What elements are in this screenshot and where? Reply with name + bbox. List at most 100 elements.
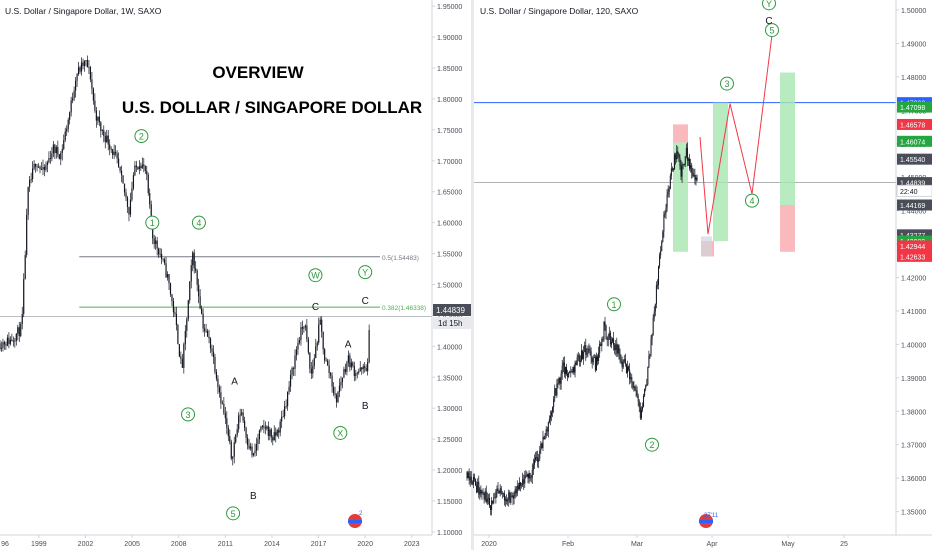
intraday-candle bbox=[616, 344, 618, 354]
right-y-tick-label: 1.38000 bbox=[901, 409, 926, 416]
weekly-candle bbox=[39, 166, 41, 169]
right-time-axis[interactable]: 2020 Feb Mar Apr May 25 bbox=[481, 535, 848, 548]
intraday-candle bbox=[631, 377, 633, 382]
weekly-candle bbox=[327, 360, 329, 366]
weekly-candle bbox=[267, 426, 269, 436]
wave-circle bbox=[645, 437, 659, 452]
intraday-candle bbox=[670, 168, 672, 176]
weekly-candle bbox=[126, 197, 129, 208]
intraday-candle bbox=[644, 388, 646, 396]
intraday-candle bbox=[536, 457, 538, 458]
long-box-target[interactable] bbox=[673, 142, 688, 252]
weekly-candle bbox=[232, 456, 234, 459]
weekly-candle bbox=[365, 367, 367, 372]
intraday-candle bbox=[684, 156, 686, 165]
intraday-candle bbox=[548, 418, 550, 423]
projected-wave-path[interactable] bbox=[699, 26, 774, 235]
weekly-candle bbox=[349, 355, 351, 368]
intraday-candle bbox=[540, 443, 542, 451]
weekly-candle bbox=[251, 446, 253, 456]
weekly-candle bbox=[212, 351, 215, 357]
intraday-candle bbox=[554, 388, 556, 399]
weekly-candle bbox=[241, 412, 243, 415]
right-price-axis[interactable]: 1.500001.490001.480001.470001.460001.450… bbox=[896, 8, 926, 517]
final-box-stop[interactable] bbox=[780, 204, 795, 252]
panel-divider[interactable] bbox=[471, 0, 474, 550]
weekly-candle bbox=[95, 110, 97, 121]
entry-zone[interactable] bbox=[701, 236, 712, 257]
weekly-candle bbox=[51, 153, 53, 159]
weekly-candle bbox=[340, 381, 342, 386]
intraday-candle bbox=[677, 151, 679, 154]
intraday-candle bbox=[534, 457, 536, 460]
intraday-candle bbox=[512, 495, 514, 499]
weekly-candle bbox=[186, 319, 188, 331]
weekly-candle bbox=[24, 255, 26, 280]
tradingview-logo: 2 bbox=[348, 511, 363, 528]
intraday-candle bbox=[509, 492, 511, 503]
intraday-candle bbox=[473, 477, 475, 480]
weekly-candle bbox=[279, 421, 281, 433]
weekly-candle bbox=[67, 119, 69, 129]
weekly-candle bbox=[42, 167, 44, 170]
weekly-candle bbox=[346, 362, 348, 372]
intraday-candle bbox=[685, 147, 687, 157]
intraday-candle bbox=[674, 154, 676, 169]
intraday-candle bbox=[547, 422, 549, 432]
intraday-candle bbox=[526, 474, 528, 477]
intraday-candle bbox=[541, 443, 543, 448]
weekly-candle bbox=[20, 323, 22, 336]
weekly-candle bbox=[270, 429, 272, 438]
intraday-candle bbox=[608, 332, 610, 338]
weekly-candle bbox=[239, 414, 241, 416]
weekly-candle bbox=[128, 207, 130, 215]
wave-circle bbox=[145, 215, 160, 230]
intraday-candle bbox=[487, 497, 489, 499]
weekly-candle bbox=[255, 444, 258, 451]
left-y-tick-label: 1.10000 bbox=[437, 530, 462, 537]
weekly-candle bbox=[168, 274, 170, 284]
short-box-target[interactable] bbox=[713, 102, 728, 242]
left-y-tick-label: 1.55000 bbox=[437, 252, 462, 259]
final-box-target[interactable] bbox=[780, 72, 795, 205]
weekly-candle bbox=[159, 253, 161, 255]
intraday-candle bbox=[659, 255, 661, 267]
intraday-candle bbox=[663, 214, 665, 232]
weekly-candle bbox=[29, 180, 31, 187]
left-time-axis[interactable]: 96 1999 2002 2005 2008 2011 2014 2017 2020 2023 bbox=[0, 535, 420, 548]
weekly-candle bbox=[140, 166, 142, 169]
intraday-candle bbox=[675, 154, 677, 160]
intraday-candle bbox=[602, 339, 604, 340]
weekly-candle bbox=[338, 385, 341, 392]
weekly-candle bbox=[246, 437, 249, 446]
intraday-candle bbox=[515, 489, 517, 494]
wave-label-2: 2 bbox=[649, 440, 654, 450]
weekly-candle bbox=[137, 167, 139, 170]
weekly-candle bbox=[356, 372, 358, 374]
weekly-candle bbox=[230, 441, 232, 459]
intraday-candle bbox=[566, 366, 568, 374]
intraday-candle bbox=[678, 153, 680, 158]
wave-label-5: 5 bbox=[769, 26, 774, 36]
intraday-candle bbox=[561, 365, 563, 374]
long-box-stop[interactable] bbox=[673, 124, 688, 143]
weekly-candle bbox=[54, 144, 56, 154]
left-y-tick-label: 1.40000 bbox=[437, 344, 462, 351]
price-tag-dark bbox=[897, 153, 932, 165]
left-y-tick-label: 1.20000 bbox=[437, 468, 462, 475]
intraday-candle bbox=[521, 485, 523, 486]
weekly-candle bbox=[144, 166, 146, 171]
right-x-tick-label: Apr bbox=[707, 541, 719, 548]
right-y-tick-label: 1.48000 bbox=[901, 75, 926, 82]
weekly-candle bbox=[9, 339, 11, 344]
weekly-candle bbox=[63, 140, 65, 149]
weekly-candle bbox=[103, 130, 105, 137]
intraday-candle bbox=[668, 188, 670, 192]
weekly-candle bbox=[313, 358, 315, 366]
intraday-candle bbox=[679, 157, 681, 167]
wave-label-C: C bbox=[312, 302, 319, 313]
intraday-candle bbox=[528, 473, 530, 479]
left-price-axis[interactable]: 1.95000 1.90000 1.85000 1.80000 1.75000 1.700… bbox=[432, 4, 462, 537]
intraday-candle bbox=[683, 164, 685, 165]
intraday-candle bbox=[523, 479, 525, 484]
